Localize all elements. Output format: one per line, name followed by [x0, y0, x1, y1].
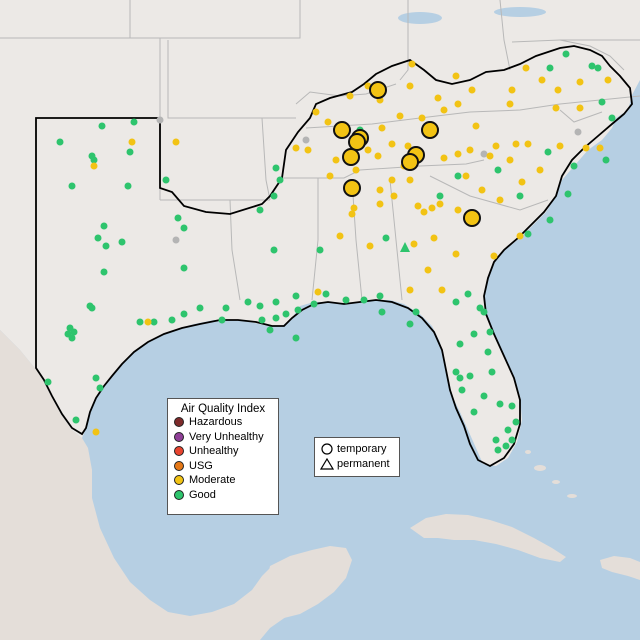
triangle-icon: [320, 457, 334, 470]
legend-row-usg: USG: [168, 459, 278, 474]
legend-label: permanent: [337, 457, 390, 470]
mexico-land: [0, 330, 350, 640]
region-outline: [35, 45, 633, 468]
yucatan-land: [264, 546, 352, 618]
moderate-markers: [90, 60, 612, 436]
legend-label: Unhealthy: [189, 445, 239, 458]
legend-label: Very Unhealthy: [189, 430, 264, 443]
lakes: [398, 7, 546, 24]
legend-row-very-unhealthy: Very Unhealthy: [168, 430, 278, 445]
hazardous-swatch-icon: [174, 417, 184, 428]
temporary-moderate-markers: [333, 81, 481, 227]
cuba-land: [410, 514, 566, 562]
hispaniola-land: [600, 556, 640, 580]
good-swatch-icon: [174, 489, 184, 500]
unhealthy-swatch-icon: [174, 446, 184, 457]
usg-swatch-icon: [174, 460, 184, 471]
monitor-type-legend: temporary permanent: [314, 437, 400, 477]
legend-row-temporary: temporary: [315, 441, 399, 456]
bahamas-islands: [525, 450, 577, 498]
very-unhealthy-swatch-icon: [174, 431, 184, 442]
good-markers: [44, 50, 616, 454]
legend-row-hazardous: Hazardous: [168, 415, 278, 430]
no-data-markers: [156, 116, 582, 244]
permanent-good-marker: [400, 242, 410, 252]
aqi-legend-title: Air Quality Index: [180, 403, 266, 415]
legend-row-permanent: permanent: [315, 456, 399, 471]
moderate-swatch-icon: [174, 475, 184, 486]
legend-row-unhealthy: Unhealthy: [168, 444, 278, 459]
legend-label: temporary: [337, 442, 387, 455]
legend-label: USG: [189, 459, 213, 472]
legend-label: Hazardous: [189, 416, 243, 429]
legend-row-good: Good: [168, 488, 278, 503]
legend-label: Moderate: [189, 474, 236, 487]
aqi-legend: Air Quality Index Hazardous Very Unhealt…: [167, 398, 279, 515]
legend-row-moderate: Moderate: [168, 473, 278, 488]
circle-icon: [321, 442, 333, 455]
legend-label: Good: [189, 488, 216, 501]
